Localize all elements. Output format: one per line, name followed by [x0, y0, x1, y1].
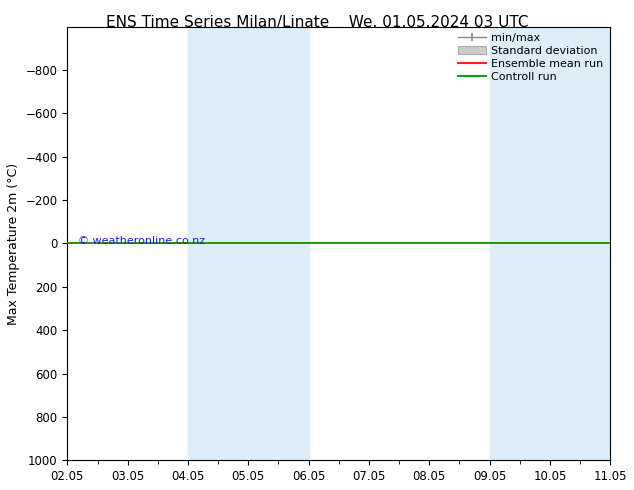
Bar	[188, 26, 309, 460]
Bar	[489, 26, 611, 460]
Text: ENS Time Series Milan/Linate    We. 01.05.2024 03 UTC: ENS Time Series Milan/Linate We. 01.05.2…	[106, 15, 528, 30]
Y-axis label: Max Temperature 2m (°C): Max Temperature 2m (°C)	[7, 162, 20, 324]
Legend: min/max, Standard deviation, Ensemble mean run, Controll run: min/max, Standard deviation, Ensemble me…	[453, 29, 608, 86]
Text: © weatheronline.co.nz: © weatheronline.co.nz	[78, 236, 205, 246]
